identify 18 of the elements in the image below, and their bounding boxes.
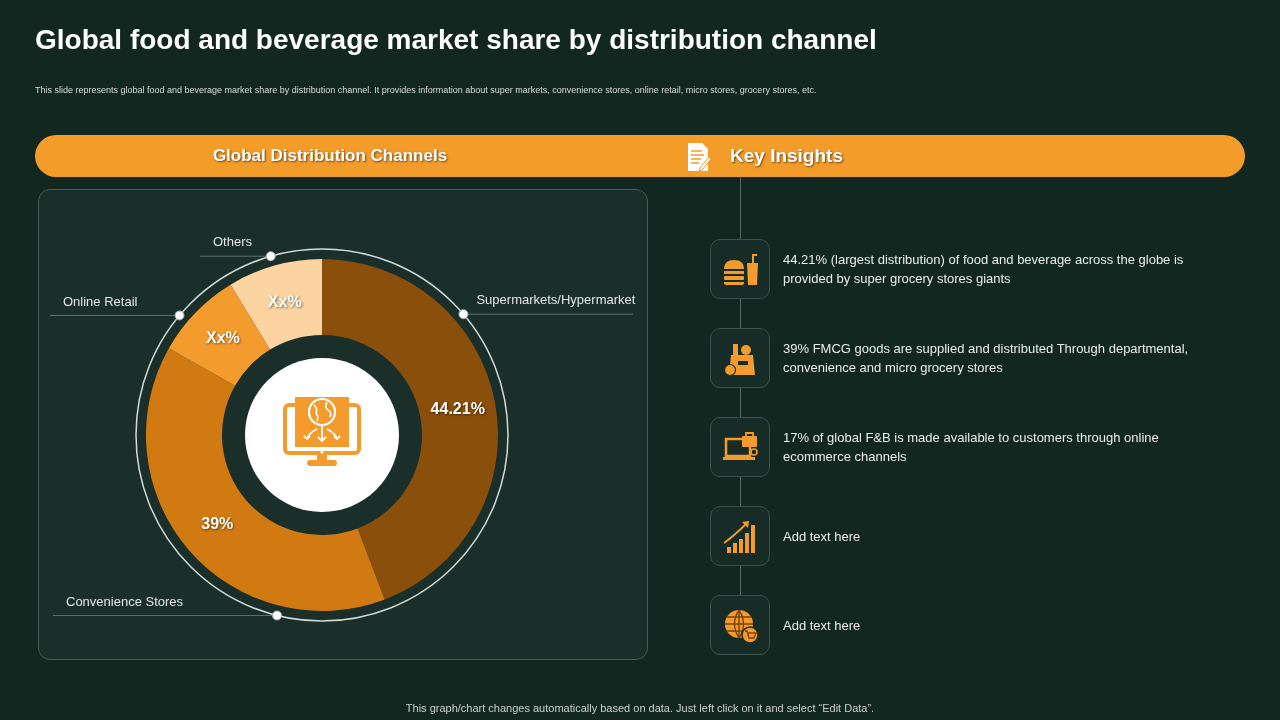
slice-label: Supermarkets/Hypermarket (476, 292, 636, 308)
text: Global Distribution Channels (211, 145, 449, 167)
chart-title: Global food and beverage market share by distribution channel (35, 24, 877, 56)
slice-label: Online Retail (63, 293, 138, 309)
slice-label: Others (213, 234, 253, 250)
text: Add text here (783, 527, 861, 546)
text: This graph/chart changes automatically based on data. Just left click on it and select “Edit Data”. (404, 702, 876, 714)
data-label: Xx% (206, 329, 240, 347)
text: 17% of global F&B is made available to customers through online ecommerce channels (783, 429, 1160, 466)
text: Add text here (783, 616, 861, 635)
chart-subtitle: This slide represents global food and beverage market share by distribution channel. It provides information about super markets, convenience stores, online retail, micro stores, grocery stores, etc. (35, 85, 817, 95)
text: 44.21% (largest distribution) of food and beverage across the globe is provided by super grocery stores giants (783, 251, 1185, 288)
text: 39% FMCG goods are supplied and distributed Through departmental, convenience and micro grocery stores (783, 340, 1190, 377)
data-label: Xx% (267, 292, 302, 310)
data-label: 39% (201, 515, 234, 533)
text: Key Insights (730, 144, 843, 168)
slice-label: Convenience Stores (66, 593, 184, 609)
data-label: 44.21% (430, 400, 485, 418)
